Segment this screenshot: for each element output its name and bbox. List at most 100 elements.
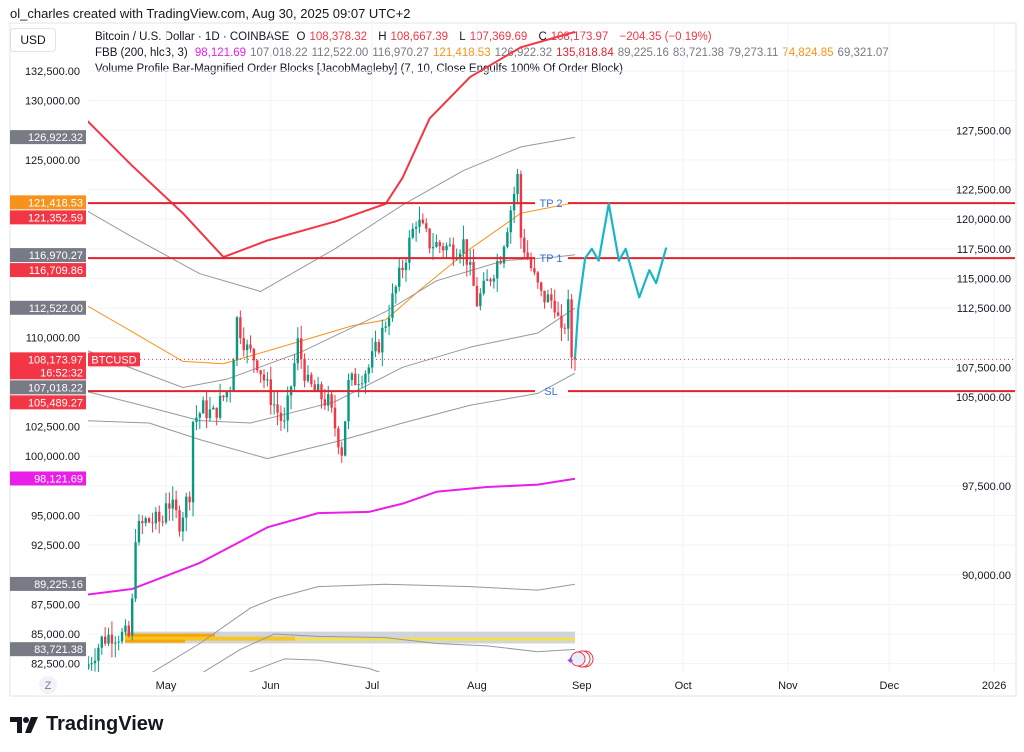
bollinger-band-line <box>248 658 381 672</box>
candle-body <box>479 293 482 307</box>
last-price-badge-bg <box>10 352 86 380</box>
fbb-value: 69,321.07 <box>837 47 889 59</box>
bollinger-band-line <box>88 307 576 424</box>
x-tick-label: Jul <box>365 680 379 692</box>
candle-body <box>90 663 93 665</box>
candle-body <box>489 279 492 282</box>
candle-body <box>469 261 472 265</box>
candle-body <box>215 407 218 418</box>
candle-body <box>570 299 573 358</box>
candle-body <box>360 383 364 385</box>
candle-body <box>276 404 279 413</box>
candle-body <box>249 344 252 349</box>
volume-profile-bar <box>125 636 295 641</box>
candle-body <box>529 258 533 269</box>
candle-body <box>286 395 289 421</box>
y-tick-label: 132,500.00 <box>25 66 80 78</box>
candle-body <box>458 253 462 258</box>
volume-profile-legend[interactable]: Volume Profile Bar-Magnified Order Block… <box>95 63 623 75</box>
bollinger-band-line <box>88 372 576 460</box>
y-tick-label: 95,000.00 <box>31 510 80 522</box>
level-price-badge-bg <box>10 210 86 225</box>
candle-body <box>516 174 519 194</box>
y-tick-label: 85,000.00 <box>31 629 80 641</box>
band-price-badge-bg <box>10 300 86 315</box>
y-tick-label: 122,500.00 <box>956 185 1011 197</box>
volume-profile-bar <box>125 639 185 643</box>
candle-body <box>137 521 141 543</box>
candle-body <box>114 642 117 644</box>
timezone-button[interactable] <box>39 676 57 694</box>
y-tick-label: 90,000.00 <box>962 570 1011 582</box>
candle-body <box>428 228 431 249</box>
chart-attribution: ol_charles created with TradingView.com,… <box>10 6 411 21</box>
candle-body <box>103 636 107 644</box>
candle-body <box>300 338 303 359</box>
candle-body <box>539 282 543 291</box>
candle-body <box>225 391 229 398</box>
y-tick-label: 120,000.00 <box>956 214 1011 226</box>
currency-button[interactable]: USD <box>10 28 56 52</box>
candle-body <box>117 641 120 643</box>
symbol-name: Bitcoin / U.S. Dollar · 1D · COINBASE <box>95 31 290 43</box>
candle-body <box>313 384 316 391</box>
candle-body <box>404 262 408 271</box>
band-price-badge: 107,018.22 <box>28 382 83 394</box>
candle-body <box>205 400 208 419</box>
band-price-badge-bg <box>10 130 86 145</box>
x-tick-label: Nov <box>778 680 798 692</box>
candle-body <box>245 344 249 351</box>
candle-body <box>364 373 367 384</box>
candle-body <box>333 407 337 429</box>
candle-body <box>191 421 195 503</box>
bollinger-band-line <box>88 136 576 292</box>
fbb-name: FBB (200, hlc3, 3) <box>95 47 188 59</box>
fbb-value: 121,418.53 <box>433 47 491 59</box>
fbb-value: 83,721.38 <box>672 47 725 59</box>
candle-body <box>374 342 377 352</box>
candle-body <box>377 342 381 353</box>
candle-body <box>262 374 266 381</box>
candle-body <box>323 399 327 406</box>
bollinger-band-line <box>88 477 576 596</box>
y-tick-label: 100,000.00 <box>25 451 80 463</box>
fbb-legend[interactable]: FBB (200, hlc3, 3) 98,121.69 107,018.22 11… <box>95 47 897 59</box>
candle-body <box>394 286 398 294</box>
candle-body <box>266 379 269 381</box>
candle-body <box>354 373 357 386</box>
candle-body <box>174 499 178 511</box>
y-tick-label: 127,500.00 <box>956 125 1011 137</box>
candle-body <box>283 420 286 422</box>
candle-body <box>110 634 114 644</box>
candle-body <box>573 357 577 360</box>
candle-body <box>144 518 147 524</box>
high-label: H <box>378 31 387 43</box>
y-tick-label: 115,000.00 <box>957 273 1011 285</box>
y-tick-label: 107,500.00 <box>956 362 1011 374</box>
candle-body <box>482 280 485 294</box>
candle-body <box>269 379 272 406</box>
candle-body <box>120 631 124 642</box>
candle-body <box>154 511 158 524</box>
us-flag-event-icon <box>570 651 586 667</box>
fbb-value: 107,018.22 <box>250 47 308 59</box>
candle-body <box>536 272 539 283</box>
volume-profile-block <box>125 631 575 644</box>
y-tick-label: 87,500.00 <box>31 599 80 611</box>
candle-body <box>523 237 526 253</box>
candle-body <box>100 636 103 648</box>
level-label-tp1: TP 1 <box>539 253 562 265</box>
level-price-badge: 121,352.59 <box>28 212 83 224</box>
candle-body <box>506 232 509 247</box>
fbb-value: 74,824.85 <box>782 47 834 59</box>
band-price-badge-bg <box>10 380 86 395</box>
band-price-badge-bg <box>10 195 86 210</box>
plot-area: TP 2 TP 1 SL ✦ <box>88 25 1015 672</box>
candle-body <box>259 370 262 375</box>
candle-body <box>185 496 188 518</box>
candle-body <box>418 219 421 227</box>
candle-body <box>350 373 354 380</box>
candle-body <box>188 496 191 503</box>
